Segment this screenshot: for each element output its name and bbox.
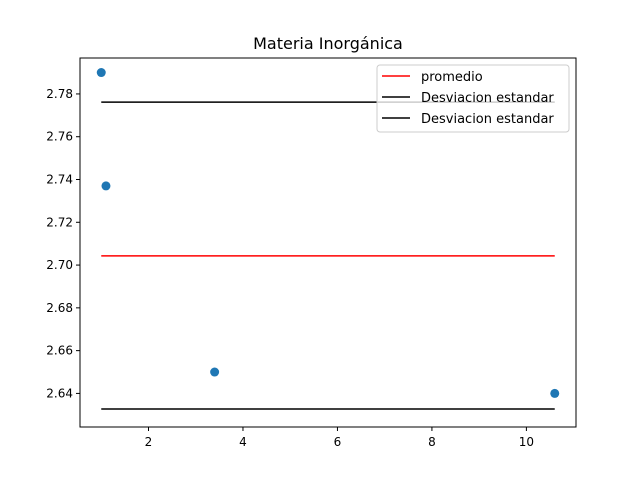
legend-box bbox=[376, 64, 570, 133]
data-point-1 bbox=[96, 68, 106, 78]
x-tick-label: 6 bbox=[334, 435, 342, 449]
y-tick-label: 2.64 bbox=[46, 386, 73, 400]
data-point-2 bbox=[101, 181, 111, 191]
legend-label-desviacion-estandar-2: Desviacion estandar bbox=[421, 112, 554, 127]
x-tick-label: 2 bbox=[145, 435, 153, 449]
y-tick-label: 2.76 bbox=[46, 130, 73, 144]
legend: promedio Desviacion estandar Desviacion … bbox=[376, 64, 570, 133]
y-tick-label: 2.66 bbox=[46, 344, 73, 358]
plot-area bbox=[96, 68, 560, 410]
y-tick-label: 2.70 bbox=[46, 258, 73, 272]
data-point-4 bbox=[550, 388, 560, 398]
y-tick-label: 2.74 bbox=[46, 173, 73, 187]
legend-label-promedio: promedio bbox=[421, 70, 483, 85]
x-tick-label: 10 bbox=[519, 435, 534, 449]
y-axis: 2.64 2.66 2.68 2.70 2.72 2.74 2.76 2.78 bbox=[46, 87, 80, 400]
x-tick-label: 8 bbox=[428, 435, 436, 449]
axes-frame bbox=[79, 57, 577, 428]
y-tick-label: 2.78 bbox=[46, 87, 73, 101]
data-point-3 bbox=[210, 367, 220, 377]
x-tick-label: 4 bbox=[239, 435, 247, 449]
chart-title: Materia Inorgánica bbox=[253, 34, 403, 53]
y-tick-label: 2.72 bbox=[46, 215, 73, 229]
legend-label-desviacion-estandar-1: Desviacion estandar bbox=[421, 91, 554, 106]
y-tick-label: 2.68 bbox=[46, 301, 73, 315]
x-axis: 2 4 6 8 10 bbox=[145, 427, 534, 449]
